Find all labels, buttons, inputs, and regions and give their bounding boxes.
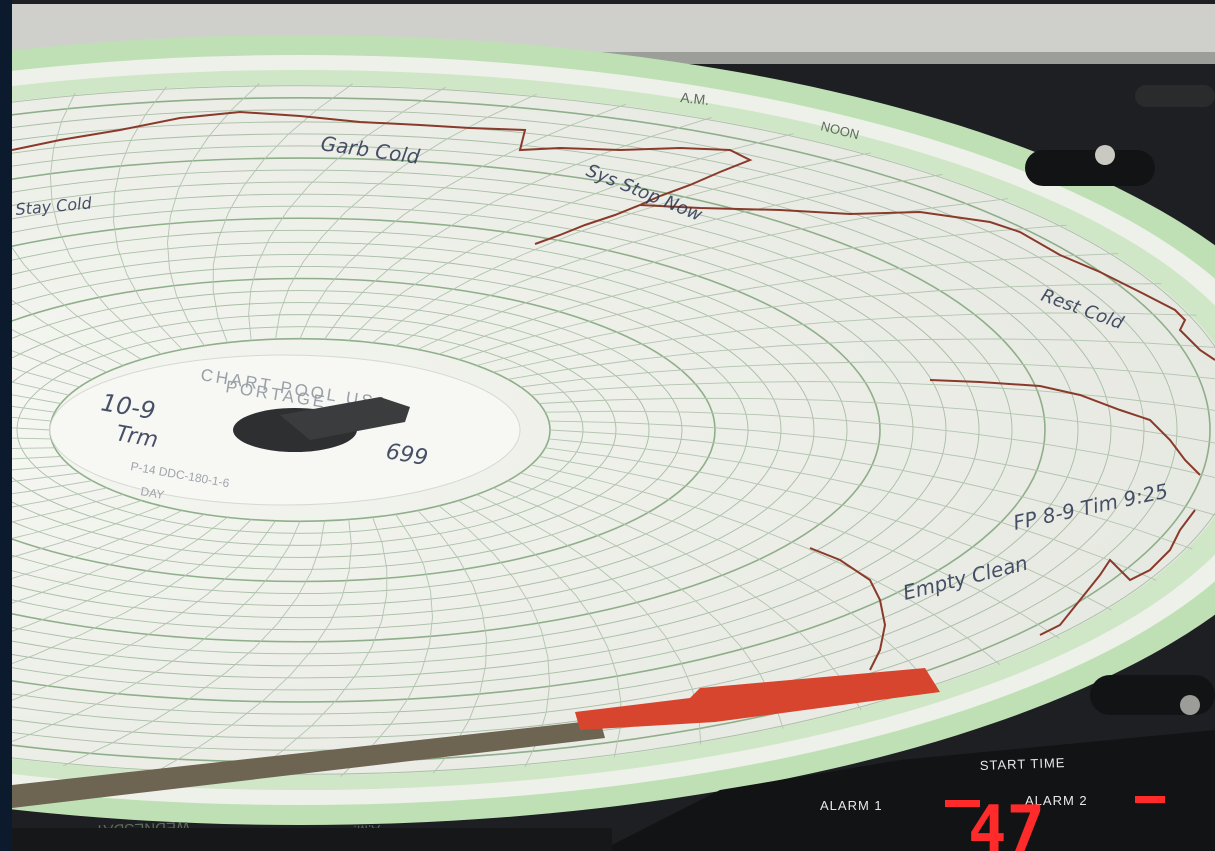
grid-ring xyxy=(12,205,914,655)
grid-spoke xyxy=(372,152,871,344)
grid-spoke xyxy=(49,92,162,355)
hub-day: DAY xyxy=(139,484,165,502)
start-time-label: START TIME xyxy=(980,755,1066,773)
grid-ring xyxy=(12,314,617,546)
grid-spoke xyxy=(12,494,124,577)
trace-segment-mid xyxy=(929,379,1201,476)
grid-spoke xyxy=(438,224,1067,355)
temperature-trace xyxy=(12,110,1215,671)
grid-spoke xyxy=(113,86,183,350)
center-knob-lever[interactable] xyxy=(280,397,410,440)
grid-spoke xyxy=(493,312,1197,373)
control-panel xyxy=(600,730,1215,851)
grid-ring xyxy=(12,85,1215,775)
grid-spoke xyxy=(12,520,276,744)
grid-spoke xyxy=(458,253,1118,360)
grid-spoke xyxy=(545,447,1112,611)
grid-spoke xyxy=(548,438,1157,581)
temperature-display: 47 xyxy=(968,793,1045,851)
grid-spoke xyxy=(12,521,301,757)
chart-clip-top xyxy=(1025,150,1155,186)
grid-spoke xyxy=(299,103,626,339)
grid-spoke xyxy=(275,93,537,340)
grid-spoke xyxy=(12,510,183,662)
grid-spoke xyxy=(12,102,142,360)
grid-spoke xyxy=(395,174,943,347)
grid-ring xyxy=(12,169,1013,691)
grid-ring xyxy=(12,229,848,631)
grid-ring xyxy=(12,217,881,643)
housing-bottom xyxy=(12,828,612,851)
grid-ring xyxy=(12,193,947,667)
grid-ring xyxy=(12,121,1145,739)
grid-ring xyxy=(12,290,683,570)
label-am-top: A.M. xyxy=(680,89,710,108)
pen-arm-tip xyxy=(575,668,940,730)
grid-ring xyxy=(12,145,1079,715)
grid-ring xyxy=(12,157,1046,703)
trace-segment-right xyxy=(639,204,1215,361)
grid-spoke xyxy=(12,513,205,686)
grid-spoke xyxy=(12,131,107,373)
grid-spoke xyxy=(340,514,433,777)
alarm-1-label: ALARM 1 xyxy=(820,798,883,813)
alarm-2-indicator xyxy=(1135,796,1165,803)
grid-spoke xyxy=(438,505,551,768)
grid-spoke xyxy=(12,519,252,727)
grid-spoke xyxy=(12,500,142,607)
alarm-2-label: ALARM 2 xyxy=(1025,793,1088,808)
clip-screw-top xyxy=(1095,145,1115,165)
top-right-knob[interactable] xyxy=(1135,85,1215,107)
grid-ring xyxy=(12,181,980,679)
grid-ring xyxy=(12,253,782,607)
grid-ring xyxy=(12,133,1112,727)
grid-ring xyxy=(12,277,716,583)
grid-spokes xyxy=(12,83,1215,777)
grid-spoke xyxy=(520,472,934,689)
grid-spoke xyxy=(417,510,487,774)
grid-spoke xyxy=(530,464,1001,665)
grid-spoke xyxy=(545,410,1215,484)
grid-spoke xyxy=(530,381,1215,416)
grid-spoke xyxy=(539,456,1060,639)
grid-spoke xyxy=(12,115,124,366)
grid-spoke xyxy=(507,480,862,711)
grid-spoke xyxy=(212,83,353,343)
grid-ring xyxy=(16,326,584,534)
grid-spoke xyxy=(507,338,1215,380)
grid-spoke xyxy=(12,516,228,708)
grid-spoke xyxy=(324,116,712,340)
grid-spoke xyxy=(12,505,162,636)
clip-screw-bottom xyxy=(1180,695,1200,715)
grid-spoke xyxy=(417,198,1009,350)
grid-spoke xyxy=(348,133,794,341)
grid-ring xyxy=(12,109,1178,751)
alarm-1-indicator xyxy=(945,800,980,807)
grid-spoke xyxy=(247,517,388,777)
grid-spoke xyxy=(167,83,260,346)
grid-spoke xyxy=(520,361,1215,388)
grid-spoke xyxy=(548,420,1215,517)
grid-ring xyxy=(12,241,815,619)
pen-arm-shaft xyxy=(12,720,605,808)
grid-spoke xyxy=(549,429,1193,550)
grid-ring xyxy=(12,302,650,558)
trace-segment-top xyxy=(12,110,753,245)
grid-spoke xyxy=(63,520,325,767)
grid-spoke xyxy=(154,519,352,774)
grid-spoke xyxy=(248,86,446,341)
trace-segment-lower xyxy=(1039,509,1196,636)
grid-spoke xyxy=(539,397,1215,450)
trace-segment-bottom xyxy=(809,547,887,671)
grid-spoke xyxy=(476,283,1162,366)
